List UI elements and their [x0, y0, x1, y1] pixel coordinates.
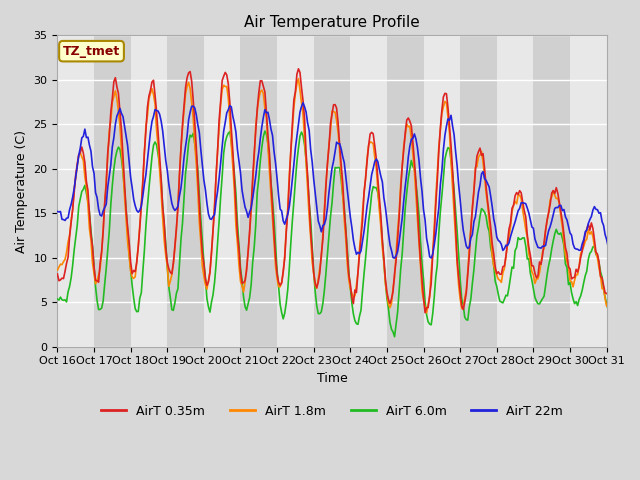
AirT 0.35m	[636, 286, 640, 291]
Bar	[241, 36, 277, 347]
AirT 6.0m	[391, 334, 399, 339]
AirT 0.35m	[560, 232, 568, 238]
Line: AirT 22m: AirT 22m	[58, 103, 640, 262]
AirT 0.35m	[54, 271, 61, 277]
Bar	[570, 36, 607, 347]
AirT 0.35m	[294, 66, 302, 72]
AirT 1.8m	[473, 164, 481, 169]
AirT 1.8m	[74, 163, 81, 168]
Line: AirT 1.8m: AirT 1.8m	[58, 79, 640, 313]
Bar	[350, 36, 387, 347]
AirT 1.8m	[423, 310, 431, 316]
AirT 6.0m	[54, 296, 61, 302]
AirT 0.35m	[74, 161, 81, 167]
Bar	[460, 36, 497, 347]
AirT 6.0m	[92, 284, 99, 290]
Text: TZ_tmet: TZ_tmet	[63, 45, 120, 58]
Bar	[533, 36, 570, 347]
AirT 6.0m	[261, 128, 269, 134]
AirT 22m	[92, 190, 99, 195]
AirT 0.35m	[473, 153, 481, 159]
AirT 22m	[638, 228, 640, 234]
AirT 1.8m	[92, 281, 99, 287]
Bar	[204, 36, 241, 347]
AirT 22m	[559, 208, 566, 214]
Y-axis label: Air Temperature (C): Air Temperature (C)	[15, 130, 28, 252]
Bar	[387, 36, 424, 347]
AirT 1.8m	[636, 287, 640, 292]
AirT 1.8m	[54, 267, 61, 273]
AirT 22m	[472, 214, 479, 219]
AirT 6.0m	[638, 294, 640, 300]
AirT 6.0m	[356, 313, 364, 319]
AirT 6.0m	[560, 242, 568, 248]
Title: Air Temperature Profile: Air Temperature Profile	[244, 15, 420, 30]
Bar	[94, 36, 131, 347]
Legend: AirT 0.35m, AirT 1.8m, AirT 6.0m, AirT 22m: AirT 0.35m, AirT 1.8m, AirT 6.0m, AirT 2…	[96, 400, 568, 423]
Bar	[607, 36, 640, 347]
AirT 22m	[611, 259, 618, 264]
Bar	[314, 36, 350, 347]
AirT 22m	[636, 227, 640, 232]
AirT 1.8m	[560, 239, 568, 245]
AirT 22m	[54, 209, 61, 215]
AirT 6.0m	[473, 233, 481, 239]
AirT 1.8m	[356, 246, 364, 252]
AirT 0.35m	[92, 277, 99, 283]
AirT 1.8m	[638, 295, 640, 300]
AirT 0.35m	[638, 291, 640, 297]
AirT 22m	[299, 100, 307, 106]
Bar	[167, 36, 204, 347]
X-axis label: Time: Time	[317, 372, 348, 385]
Bar	[277, 36, 314, 347]
AirT 22m	[356, 251, 364, 257]
Bar	[497, 36, 533, 347]
Line: AirT 6.0m: AirT 6.0m	[58, 131, 640, 336]
AirT 6.0m	[74, 222, 81, 228]
AirT 0.35m	[421, 310, 429, 315]
Bar	[58, 36, 94, 347]
Line: AirT 0.35m: AirT 0.35m	[58, 69, 640, 312]
AirT 22m	[74, 163, 81, 169]
AirT 0.35m	[356, 252, 364, 258]
Bar	[131, 36, 167, 347]
Bar	[424, 36, 460, 347]
AirT 6.0m	[636, 285, 640, 291]
AirT 1.8m	[294, 76, 302, 82]
